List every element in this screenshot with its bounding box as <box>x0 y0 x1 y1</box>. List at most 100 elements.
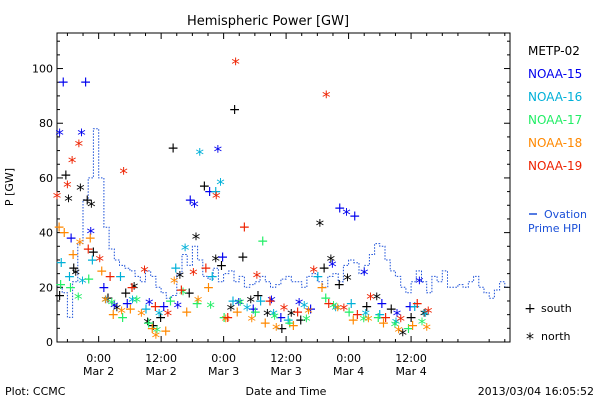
metp-02-south-point: + <box>147 318 159 334</box>
noaa-15-south-point: + <box>247 302 259 318</box>
metp-02-north-point: * <box>263 307 272 327</box>
metp-02-north-point: * <box>212 252 221 272</box>
x-tick-time-label: 0:00 <box>336 352 361 365</box>
metp-02-north-point: * <box>327 252 336 272</box>
noaa-16-north-point: * <box>331 301 340 321</box>
noaa-17-south-point: + <box>65 280 77 296</box>
noaa-15-south-point: + <box>217 250 229 266</box>
noaa-19-north-point: * <box>164 307 173 327</box>
metp-02-south-point: + <box>54 288 66 304</box>
metp-02-north-point: * <box>143 315 152 335</box>
x-tick-date-label: Mar 2 <box>83 365 114 378</box>
y-tick-label: 0 <box>46 336 53 349</box>
x-tick-time-label: 0:00 <box>211 352 236 365</box>
noaa-17-north-point: * <box>132 293 141 313</box>
y-tick-label: 40 <box>39 227 53 240</box>
noaa-17-south-point: + <box>218 310 230 326</box>
metp-02-south-point: + <box>216 258 228 274</box>
x-tick-time-label: 12:00 <box>395 352 427 365</box>
noaa-19-south-point: + <box>104 269 116 285</box>
metp-02-south-point: + <box>276 321 288 337</box>
legend-entry: NOAA-18 <box>528 136 582 150</box>
noaa-19-south-point: + <box>292 304 304 320</box>
metp-02-south-point: + <box>60 168 72 184</box>
noaa-16-south-point: + <box>87 253 99 269</box>
noaa-15-north-point: * <box>145 296 154 316</box>
noaa-15-south-point: + <box>184 192 196 208</box>
noaa-16-north-point: * <box>362 307 371 327</box>
noaa-15-north-point: * <box>328 257 337 277</box>
noaa-19-north-point: * <box>212 189 221 209</box>
noaa-18-north-point: * <box>422 320 431 340</box>
noaa-16-south-point: + <box>255 294 267 310</box>
noaa-15-south-point: + <box>65 231 77 247</box>
noaa-19-north-point: * <box>280 301 289 321</box>
x-tick-date-label: Mar 2 <box>146 365 177 378</box>
noaa-16-south-point: + <box>409 299 421 315</box>
metp-02-north-point: * <box>398 326 407 346</box>
metp-02-south-point: + <box>237 250 249 266</box>
noaa-16-south-point: + <box>227 294 239 310</box>
noaa-18-north-point: * <box>333 301 342 321</box>
y-tick-label: 20 <box>39 281 53 294</box>
x-tick-date-label: Mar 3 <box>208 365 239 378</box>
metp-02-north-point: * <box>76 181 85 201</box>
noaa-15-south-point: + <box>158 299 170 315</box>
noaa-16-north-point: * <box>102 293 111 313</box>
noaa-17-south-point: + <box>403 321 415 337</box>
noaa-18-north-point: * <box>137 307 146 327</box>
noaa-19-north-point: * <box>231 55 240 75</box>
noaa-17-south-point: + <box>165 294 177 310</box>
noaa-18-north-point: * <box>170 274 179 294</box>
metp-02-south-point: + <box>167 140 179 156</box>
legend-entry: NOAA-16 <box>528 90 582 104</box>
metp-02-south-point: + <box>361 299 373 315</box>
noaa-15-north-point: * <box>234 296 243 316</box>
noaa-15-north-point: * <box>342 206 351 226</box>
noaa-17-south-point: + <box>284 315 296 331</box>
noaa-15-north-point: * <box>55 126 64 146</box>
noaa-15-north-point: * <box>174 299 183 319</box>
symbol-legend-label: north <box>541 330 571 343</box>
noaa-19-south-point: + <box>380 310 392 326</box>
noaa-17-south-point: + <box>257 233 269 249</box>
noaa-18-south-point: + <box>67 247 79 263</box>
noaa-18-north-point: * <box>152 329 161 349</box>
noaa-17-south-point: + <box>320 291 332 307</box>
y-tick-label: 100 <box>32 63 53 76</box>
noaa-17-north-point: * <box>418 315 427 335</box>
chart-title: Hemispheric Power [GW] <box>187 14 349 29</box>
noaa-17-north-point: * <box>74 290 83 310</box>
noaa-16-north-point: * <box>181 241 190 261</box>
noaa-16-south-point: + <box>345 296 357 312</box>
x-axis-label: Date and Time <box>246 385 327 398</box>
ovation-legend-label-line2: Prime HPI <box>528 222 581 235</box>
ovation-hpi-series <box>57 128 510 318</box>
noaa-15-north-point: * <box>267 293 276 313</box>
noaa-15-south-point: + <box>121 296 133 312</box>
noaa-19-south-point: + <box>352 307 364 323</box>
noaa-19-south-point: + <box>264 294 276 310</box>
noaa-16-south-point: + <box>55 255 67 271</box>
x-tick-time-label: 12:00 <box>270 352 302 365</box>
noaa-17-south-point: + <box>343 304 355 320</box>
noaa-16-south-point: + <box>374 307 386 323</box>
noaa-19-south-point: + <box>82 242 94 258</box>
x-tick-date-label: Mar 4 <box>395 365 426 378</box>
noaa-16-north-point: * <box>155 307 164 327</box>
metp-02-north-point: * <box>246 293 255 313</box>
noaa-16-south-point: + <box>282 313 294 329</box>
noaa-17-north-point: * <box>107 296 116 316</box>
noaa-16-south-point: + <box>206 269 218 285</box>
metp-02-north-point: * <box>71 266 80 286</box>
noaa-17-north-point: * <box>391 318 400 338</box>
legend: METP-02 NOAA-15 NOAA-16 NOAA-17 NOAA-18 NOAA-… <box>528 44 582 173</box>
metp-02-north-point: * <box>130 279 139 299</box>
legend-entry: NOAA-19 <box>528 159 582 173</box>
x-tick-date-label: Mar 4 <box>333 365 364 378</box>
data-points: ++*+**+*++*+**+++*+*+*+*++*+*+* +*+*+*+ * +… <box>53 55 433 348</box>
noaa-19-north-point: * <box>424 304 433 324</box>
noaa-19-south-point: + <box>176 283 188 299</box>
noaa-19-north-point: * <box>189 266 198 286</box>
metp-02-south-point: + <box>183 285 195 301</box>
